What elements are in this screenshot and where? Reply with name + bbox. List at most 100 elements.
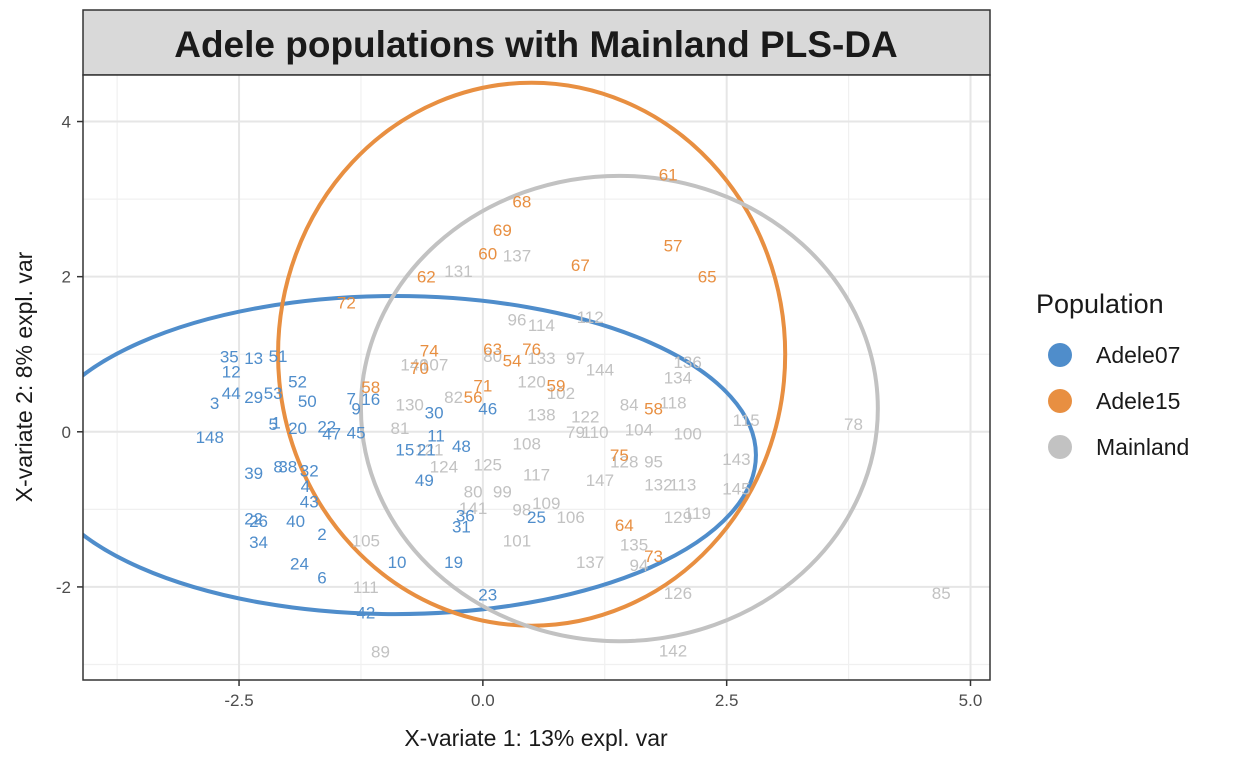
point-label-adele15: 61	[659, 165, 678, 184]
point-label-mainland: 98	[512, 500, 531, 519]
point-label-mainland: 101	[503, 531, 531, 550]
point-label-mainland: 126	[664, 584, 692, 603]
point-label-adele07: 50	[298, 392, 317, 411]
point-label-mainland: 124	[430, 458, 458, 477]
point-label-adele15: 59	[547, 376, 566, 395]
point-label-mainland: 119	[684, 504, 711, 523]
point-label-mainland: 78	[844, 415, 863, 434]
point-label-adele07: 31	[452, 517, 471, 536]
legend-label: Adele15	[1096, 388, 1180, 414]
point-label-mainland: 140	[400, 355, 428, 374]
point-label-mainland: 134	[664, 369, 692, 388]
point-label-adele07: 22	[317, 417, 336, 436]
point-label-mainland: 132	[644, 476, 672, 495]
point-label-mainland: 99	[493, 483, 512, 502]
point-label-mainland: 80	[483, 347, 502, 366]
point-label-adele07: 49	[415, 471, 434, 490]
point-label-adele07: 40	[286, 512, 305, 531]
x-tick-label: 2.5	[715, 691, 739, 710]
point-label-mainland: 96	[508, 310, 527, 329]
point-label-adele15: 71	[473, 376, 492, 395]
point-label-mainland: 104	[625, 420, 653, 439]
point-label-mainland: 89	[371, 642, 390, 661]
point-label-adele07: 32	[300, 462, 319, 481]
legend-label: Mainland	[1096, 434, 1189, 460]
point-label-mainland: 129	[664, 508, 692, 527]
point-label-adele07: 52	[288, 372, 307, 391]
point-label-adele07: 42	[356, 604, 375, 623]
point-label-mainland: 114	[528, 316, 555, 335]
point-label-mainland: 133	[527, 349, 555, 368]
point-label-mainland: 107	[420, 355, 448, 374]
point-label-mainland: 135	[620, 535, 648, 554]
grid	[83, 75, 990, 680]
point-label-mainland: 128	[610, 452, 638, 471]
point-label-mainland: 85	[932, 584, 951, 603]
point-label-adele07: 23	[478, 586, 497, 605]
point-label-mainland: 121	[415, 441, 443, 460]
point-label-adele07: 25	[527, 508, 546, 527]
legend-key-adele15	[1048, 389, 1072, 413]
point-label-adele07: 6	[317, 569, 326, 588]
x-tick-label: 5.0	[959, 691, 983, 710]
point-label-adele15: 64	[615, 516, 634, 535]
x-tick-label: -2.5	[224, 691, 253, 710]
point-label-adele07: 11	[427, 427, 445, 446]
point-label-mainland: 147	[586, 471, 614, 490]
point-label-mainland: 111	[353, 578, 379, 597]
point-label-adele07: 35	[220, 348, 239, 367]
y-axis-title: X-variate 2: 8% expl. var	[11, 251, 37, 502]
legend-key-mainland	[1048, 435, 1072, 459]
point-label-adele07: 1	[271, 413, 280, 432]
point-label-mainland: 115	[733, 411, 760, 430]
point-label-adele07: 45	[347, 424, 366, 443]
point-label-adele07: 30	[425, 403, 444, 422]
point-label-adele07: 47	[322, 424, 341, 443]
point-label-adele15: 75	[610, 446, 629, 465]
legend: Population Adele07 Adele15 Mainland	[1036, 289, 1189, 460]
point-label-adele15: 74	[420, 341, 439, 360]
point-label-mainland: 102	[547, 384, 575, 403]
point-label-mainland: 141	[459, 499, 487, 518]
ellipse-mainland	[358, 173, 880, 644]
point-label-mainland: 79	[566, 423, 585, 442]
point-label-mainland: 125	[474, 455, 502, 474]
point-label-adele15: 69	[493, 221, 512, 240]
x-tick-label: 0.0	[471, 691, 495, 710]
point-label-mainland: 95	[644, 452, 663, 471]
legend-title: Population	[1036, 289, 1164, 319]
point-label-mainland: 143	[722, 450, 750, 469]
point-label-mainland: 106	[556, 508, 584, 527]
legend-key-adele07	[1048, 343, 1072, 367]
point-label-adele15: 73	[644, 547, 663, 566]
point-label-adele07: 4	[301, 477, 310, 496]
y-tick-label: 0	[62, 423, 71, 442]
point-label-mainland: 112	[577, 308, 604, 327]
point-label-adele07: 148	[196, 428, 224, 447]
point-label-adele07: 26	[249, 512, 268, 531]
point-label-mainland: 97	[566, 349, 585, 368]
point-label-adele15: 58	[644, 400, 663, 419]
point-label-adele07: 20	[288, 419, 307, 438]
point-label-mainland: 120	[517, 372, 545, 391]
point-label-adele07: 2	[317, 525, 326, 544]
point-label-adele07: 34	[249, 533, 268, 552]
point-label-mainland: 94	[629, 556, 648, 575]
plot-panel	[83, 75, 990, 680]
point-label-adele07: 48	[452, 437, 471, 456]
point-label-adele15: 60	[478, 244, 497, 263]
point-label-mainland: 122	[571, 407, 599, 426]
point-label-adele07: 5	[268, 415, 277, 434]
point-label-mainland: 82	[444, 388, 463, 407]
point-label-adele07: 29	[244, 388, 263, 407]
point-label-mainland: 108	[513, 434, 541, 453]
point-label-mainland: 137	[576, 553, 604, 572]
point-label-mainland: 136	[673, 353, 701, 372]
point-label-mainland: 138	[527, 406, 555, 425]
point-label-adele07: 19	[444, 553, 463, 572]
point-label-adele15: 58	[361, 378, 380, 397]
point-label-mainland: 81	[391, 419, 410, 438]
point-label-adele07: 3	[210, 394, 219, 413]
